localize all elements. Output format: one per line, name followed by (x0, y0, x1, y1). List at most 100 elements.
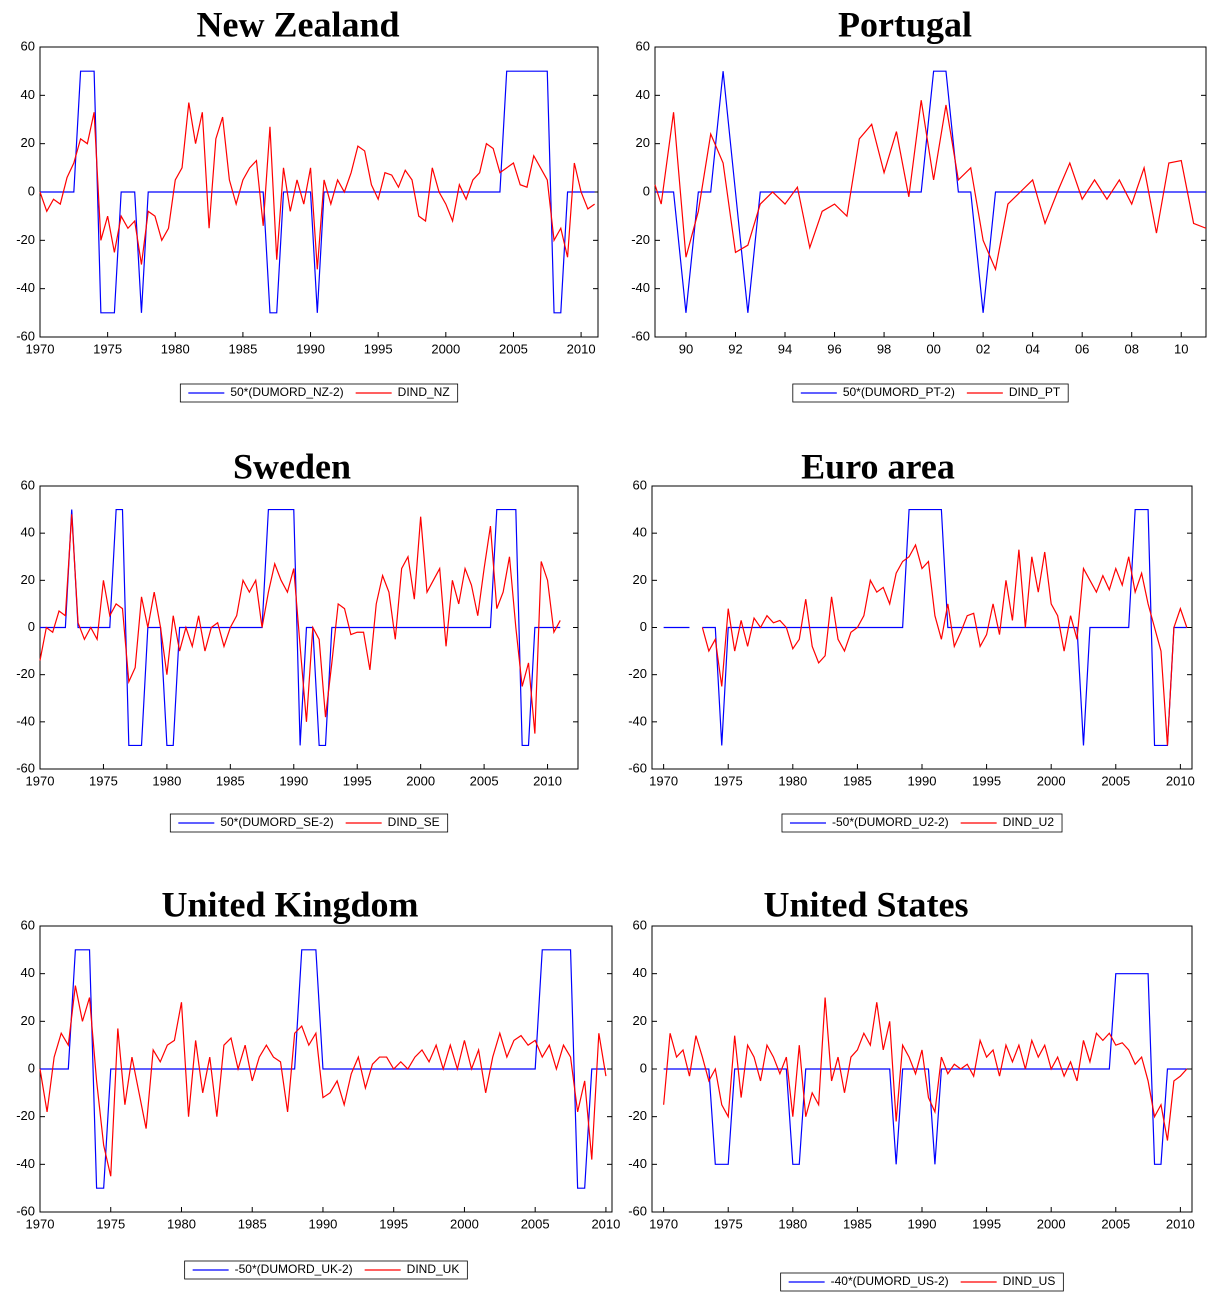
chart-title: United Kingdom (161, 884, 418, 924)
x-tick-label: 2005 (499, 341, 528, 356)
x-tick-label: 2000 (431, 341, 460, 356)
legend-box (169, 813, 449, 833)
legend-label: -40*(DUMORD_US-2) (831, 1274, 949, 1288)
y-tick-label: 20 (636, 135, 650, 150)
x-tick-label: 92 (728, 341, 742, 356)
legend: -40*(DUMORD_US-2) DIND_US (780, 1272, 1064, 1292)
y-tick-label: 0 (28, 183, 35, 198)
chart-title: United States (764, 884, 969, 924)
y-tick-label: 20 (21, 1013, 35, 1028)
y-tick-label: 0 (28, 1060, 35, 1075)
data-line (663, 997, 1188, 1141)
x-tick-label: 1980 (161, 341, 190, 356)
legend-label: DIND_NZ (398, 385, 450, 399)
x-tick-label: 1980 (778, 1216, 807, 1231)
y-tick-label: -20 (628, 666, 647, 681)
data-line (655, 70, 1206, 313)
y-tick-label: 40 (21, 87, 35, 102)
data-line (40, 70, 595, 314)
data-line (40, 949, 606, 1189)
y-tick-label: -20 (16, 232, 35, 247)
data-line (663, 508, 1187, 747)
x-tick-label: 2000 (406, 773, 435, 788)
legend-label: DIND_PT (1009, 385, 1061, 399)
y-tick-label: -40 (628, 1156, 647, 1171)
y-tick-label: -60 (16, 328, 35, 343)
x-tick-label: 1975 (714, 773, 743, 788)
x-tick-label: 1990 (908, 1216, 937, 1231)
legend-box (781, 813, 1063, 833)
x-tick-label: 94 (778, 341, 792, 356)
x-tick-label: 1980 (167, 1216, 196, 1231)
chart-title: New Zealand (196, 4, 399, 44)
y-tick-label: 40 (633, 525, 647, 540)
x-tick-label: 1985 (238, 1216, 267, 1231)
chart-panel: Euro area -60 -40 -20 0 20 40 60 1970 1975 1980 198… (628, 446, 1195, 833)
x-tick-label: 1975 (714, 1216, 743, 1231)
legend-box (179, 383, 459, 403)
data-line (654, 100, 1207, 272)
y-tick-label: 60 (21, 477, 35, 492)
y-tick-label: 20 (21, 135, 35, 150)
legend-box (780, 1272, 1064, 1292)
x-tick-label: 1990 (296, 341, 325, 356)
y-tick-label: -40 (16, 1156, 35, 1171)
legend-label: 50*(DUMORD_NZ-2) (230, 385, 343, 399)
x-tick-label: 1985 (228, 341, 257, 356)
x-tick-label: 2010 (1166, 773, 1195, 788)
y-tick-label: 0 (643, 183, 650, 198)
data-line (39, 102, 595, 270)
x-tick-label: 2010 (1166, 1216, 1195, 1231)
x-tick-label: 1990 (908, 773, 937, 788)
x-tick-label: 2000 (450, 1216, 479, 1231)
y-tick-label: 60 (633, 917, 647, 932)
x-tick-label: 1975 (89, 773, 118, 788)
legend-box (792, 383, 1069, 403)
legend-label: -50*(DUMORD_U2-2) (832, 815, 949, 829)
legend: 50*(DUMORD_SE-2) DIND_SE (169, 813, 449, 833)
x-tick-label: 06 (1075, 341, 1089, 356)
chart-panel: United Kingdom -60 -40 -20 0 20 40 60 1970 1975 19… (16, 884, 620, 1280)
y-tick-label: 20 (633, 572, 647, 587)
x-tick-label: 1970 (26, 1216, 55, 1231)
x-tick-label: 2005 (470, 773, 499, 788)
y-tick-label: -40 (628, 713, 647, 728)
y-tick-label: -40 (16, 713, 35, 728)
y-tick-label: -40 (631, 280, 650, 295)
x-tick-label: 1995 (972, 773, 1001, 788)
y-tick-label: -60 (631, 328, 650, 343)
x-tick-label: 1985 (843, 1216, 872, 1231)
x-tick-label: 2010 (591, 1216, 620, 1231)
data-line (39, 514, 561, 734)
x-tick-label: 1995 (343, 773, 372, 788)
y-tick-label: 0 (640, 1060, 647, 1075)
y-tick-label: 40 (21, 525, 35, 540)
legend: 50*(DUMORD_NZ-2) DIND_NZ (179, 383, 459, 403)
x-tick-label: 2000 (1037, 773, 1066, 788)
y-tick-label: 20 (633, 1013, 647, 1028)
y-tick-label: 0 (640, 619, 647, 634)
x-tick-label: 1980 (778, 773, 807, 788)
legend: -50*(DUMORD_U2-2) DIND_U2 (781, 813, 1063, 833)
x-tick-label: 1985 (843, 773, 872, 788)
legend-label: DIND_U2 (1003, 815, 1055, 829)
y-tick-label: 20 (21, 572, 35, 587)
y-tick-label: 60 (633, 477, 647, 492)
x-tick-label: 1975 (96, 1216, 125, 1231)
x-tick-label: 2010 (533, 773, 562, 788)
data-line (39, 985, 607, 1177)
x-tick-label: 2010 (567, 341, 596, 356)
y-tick-label: -20 (16, 666, 35, 681)
x-tick-label: 2005 (1101, 773, 1130, 788)
x-tick-label: 96 (827, 341, 841, 356)
x-tick-label: 10 (1174, 341, 1188, 356)
x-tick-label: 1995 (379, 1216, 408, 1231)
x-tick-label: 1970 (26, 773, 55, 788)
y-tick-label: 40 (636, 87, 650, 102)
x-tick-label: 98 (877, 341, 891, 356)
legend-label: 50*(DUMORD_SE-2) (220, 815, 333, 829)
legend: 50*(DUMORD_PT-2) DIND_PT (792, 383, 1069, 403)
x-tick-label: 1990 (308, 1216, 337, 1231)
x-tick-label: 02 (976, 341, 990, 356)
